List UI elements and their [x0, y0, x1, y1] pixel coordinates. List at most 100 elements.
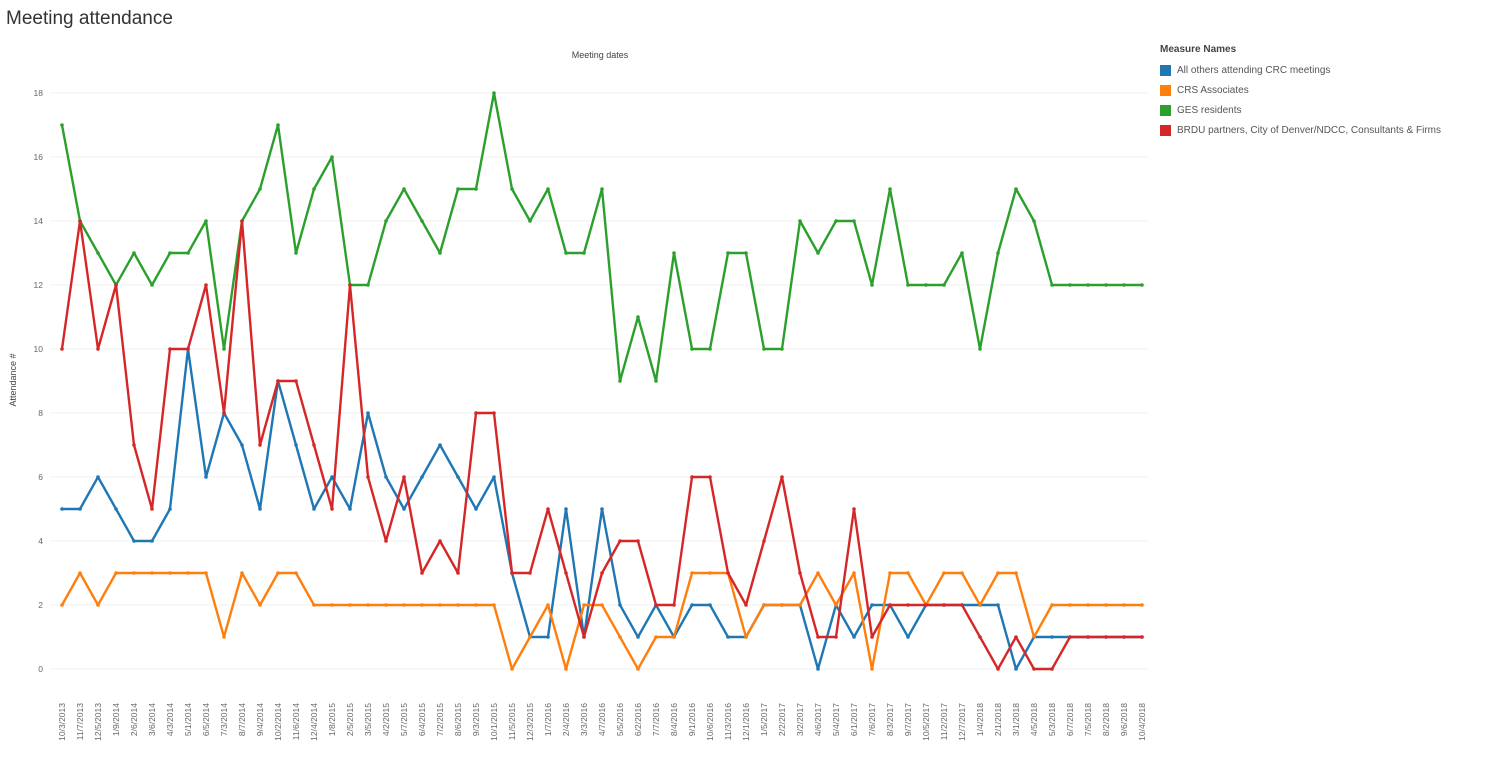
x-tick-label: 1/4/2018 — [975, 703, 985, 736]
data-point — [600, 571, 604, 575]
data-point — [1140, 283, 1144, 287]
data-point — [186, 251, 190, 255]
data-point — [96, 251, 100, 255]
data-point — [330, 475, 334, 479]
data-point — [168, 347, 172, 351]
legend-item[interactable]: GES residents — [1160, 100, 1441, 120]
data-point — [240, 571, 244, 575]
data-point — [474, 603, 478, 607]
data-point — [258, 507, 262, 511]
data-point — [222, 347, 226, 351]
data-point — [348, 283, 352, 287]
data-point — [240, 443, 244, 447]
data-point — [402, 475, 406, 479]
data-point — [1104, 635, 1108, 639]
x-tick-label: 3/6/2014 — [147, 703, 157, 736]
x-tick-label: 9/3/2015 — [471, 703, 481, 736]
data-point — [978, 347, 982, 351]
data-point — [1104, 603, 1108, 607]
data-point — [330, 603, 334, 607]
data-point — [474, 507, 478, 511]
data-point — [222, 635, 226, 639]
data-point — [1140, 635, 1144, 639]
data-point — [1014, 635, 1018, 639]
data-point — [366, 475, 370, 479]
x-tick-label: 12/5/2013 — [93, 703, 103, 741]
x-tick-label: 4/7/2016 — [597, 703, 607, 736]
data-point — [276, 571, 280, 575]
legend-item[interactable]: BRDU partners, City of Denver/NDCC, Cons… — [1160, 120, 1441, 140]
data-point — [654, 379, 658, 383]
data-point — [204, 475, 208, 479]
data-point — [168, 507, 172, 511]
data-point — [870, 635, 874, 639]
data-point — [942, 283, 946, 287]
data-point — [744, 603, 748, 607]
data-point — [402, 507, 406, 511]
data-point — [1086, 603, 1090, 607]
data-point — [618, 603, 622, 607]
data-point — [618, 635, 622, 639]
x-tick-label: 7/6/2017 — [867, 703, 877, 736]
data-point — [978, 603, 982, 607]
legend: Measure Names All others attending CRC m… — [1160, 44, 1441, 140]
data-point — [672, 251, 676, 255]
data-point — [906, 635, 910, 639]
data-point — [132, 443, 136, 447]
data-point — [852, 507, 856, 511]
x-tick-label: 4/6/2017 — [813, 703, 823, 736]
x-tick-label: 11/6/2014 — [291, 703, 301, 740]
legend-item[interactable]: CRS Associates — [1160, 80, 1441, 100]
data-point — [384, 475, 388, 479]
data-point — [726, 251, 730, 255]
y-tick-label: 18 — [34, 88, 44, 98]
data-point — [924, 603, 928, 607]
data-point — [312, 507, 316, 511]
data-point — [618, 379, 622, 383]
data-point — [492, 603, 496, 607]
data-point — [708, 347, 712, 351]
x-tick-label: 10/5/2017 — [921, 703, 931, 741]
legend-label: All others attending CRC meetings — [1177, 64, 1331, 76]
data-point — [348, 507, 352, 511]
data-point — [942, 571, 946, 575]
data-point — [816, 571, 820, 575]
x-tick-label: 3/5/2015 — [363, 703, 373, 736]
data-point — [492, 91, 496, 95]
data-point — [888, 571, 892, 575]
data-point — [996, 571, 1000, 575]
legend-swatch — [1160, 104, 1171, 116]
data-point — [168, 571, 172, 575]
series-lines — [60, 91, 1144, 671]
x-tick-label: 3/3/2016 — [579, 703, 589, 736]
data-point — [438, 443, 442, 447]
data-point — [870, 667, 874, 671]
data-point — [564, 571, 568, 575]
data-point — [294, 443, 298, 447]
data-point — [456, 571, 460, 575]
data-point — [744, 635, 748, 639]
data-point — [60, 507, 64, 511]
data-point — [204, 571, 208, 575]
data-point — [438, 603, 442, 607]
data-point — [222, 411, 226, 415]
legend-item[interactable]: All others attending CRC meetings — [1160, 60, 1441, 80]
x-tick-label: 1/7/2016 — [543, 703, 553, 736]
x-tick-label: 6/5/2014 — [201, 703, 211, 736]
data-point — [960, 571, 964, 575]
data-point — [294, 571, 298, 575]
data-point — [870, 603, 874, 607]
data-point — [276, 379, 280, 383]
data-point — [366, 283, 370, 287]
data-point — [654, 603, 658, 607]
data-point — [978, 635, 982, 639]
x-tick-label: 6/7/2018 — [1065, 703, 1075, 736]
data-point — [312, 443, 316, 447]
data-point — [330, 507, 334, 511]
data-point — [852, 219, 856, 223]
y-axis-label: Attendance # — [8, 353, 18, 406]
data-point — [420, 219, 424, 223]
series-group — [60, 91, 1144, 383]
legend-swatch — [1160, 84, 1171, 96]
data-point — [78, 507, 82, 511]
